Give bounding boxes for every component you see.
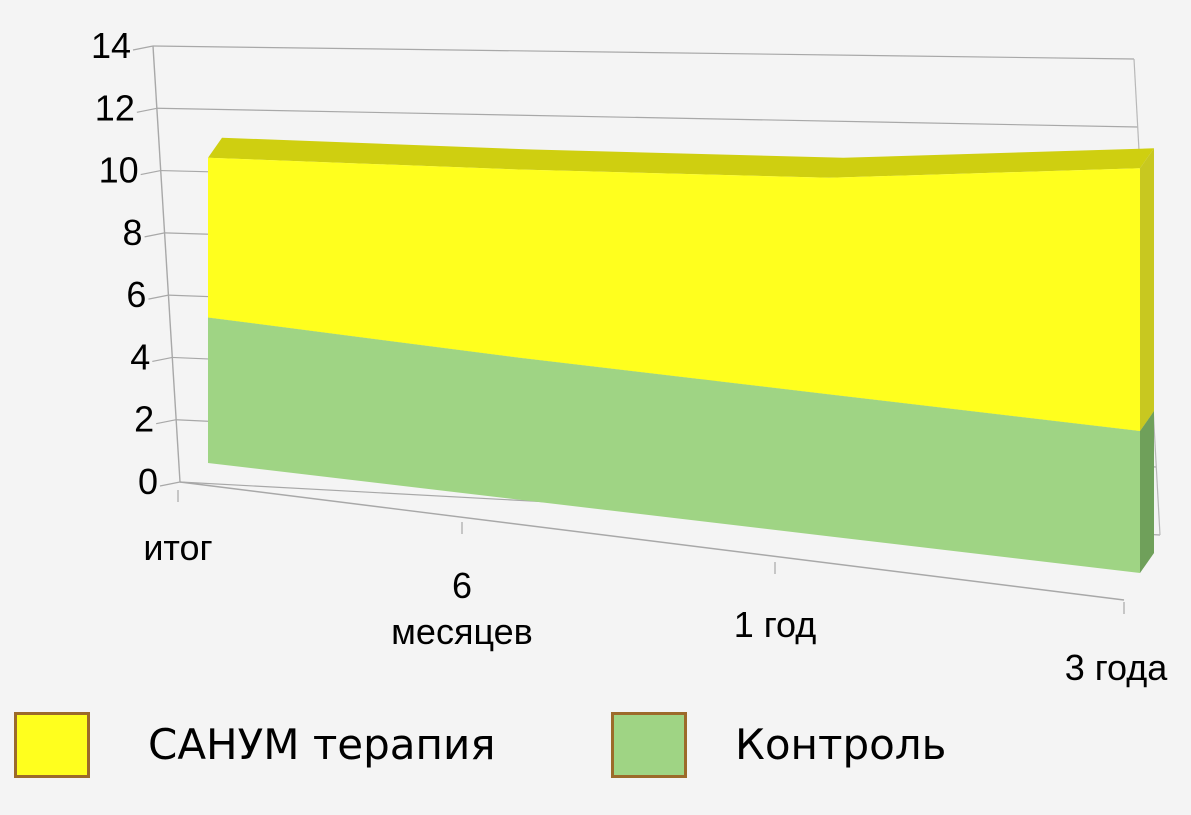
- y-tick-label: 12: [95, 87, 135, 128]
- series-top-face: [208, 137, 1154, 178]
- y-tick-label: 6: [126, 274, 146, 315]
- legend-label-control: Контроль: [735, 720, 947, 769]
- x-tick-label: итог: [143, 527, 212, 568]
- y-tick-mark: [140, 169, 161, 176]
- series-side-face: [1140, 148, 1154, 432]
- series-area-1: [208, 157, 1140, 431]
- y-tick-mark: [132, 45, 154, 51]
- gridline: [152, 45, 1135, 60]
- x-tick-label: 3 года: [1065, 647, 1169, 688]
- chart-plot: 0 2 4 6 8 10 12 14 итог 6 месяцев 1 год 3 года: [91, 25, 1169, 688]
- y-tick-mark: [152, 356, 173, 363]
- y-tick-mark: [136, 107, 157, 113]
- y-tick-mark: [159, 481, 181, 487]
- x-tick-label: 1 год: [734, 604, 817, 645]
- y-tick-label: 0: [138, 461, 158, 502]
- y-tick-label: 2: [134, 399, 154, 440]
- y-tick-mark: [156, 419, 177, 425]
- y-tick-mark: [148, 294, 169, 300]
- gridline: [156, 107, 1138, 128]
- y-axis-line: [152, 45, 181, 483]
- x-tick-label: 6: [452, 565, 472, 606]
- legend-swatch-control: [611, 712, 687, 778]
- y-tick-label: 4: [130, 336, 150, 377]
- legend-label-sanum: САНУМ терапия: [148, 720, 496, 769]
- y-tick-label: 14: [91, 25, 131, 66]
- series-area-0: [208, 317, 1140, 573]
- y-tick-label: 10: [99, 150, 139, 191]
- x-axis-line: [179, 481, 1125, 601]
- y-tick-label: 8: [123, 212, 143, 253]
- series-side-face: [1140, 411, 1154, 573]
- legend: САНУМ терапия Контроль: [0, 712, 1191, 792]
- x-tick-label: месяцев: [391, 611, 533, 652]
- y-tick-mark: [144, 232, 165, 238]
- legend-swatch-sanum: [14, 712, 90, 778]
